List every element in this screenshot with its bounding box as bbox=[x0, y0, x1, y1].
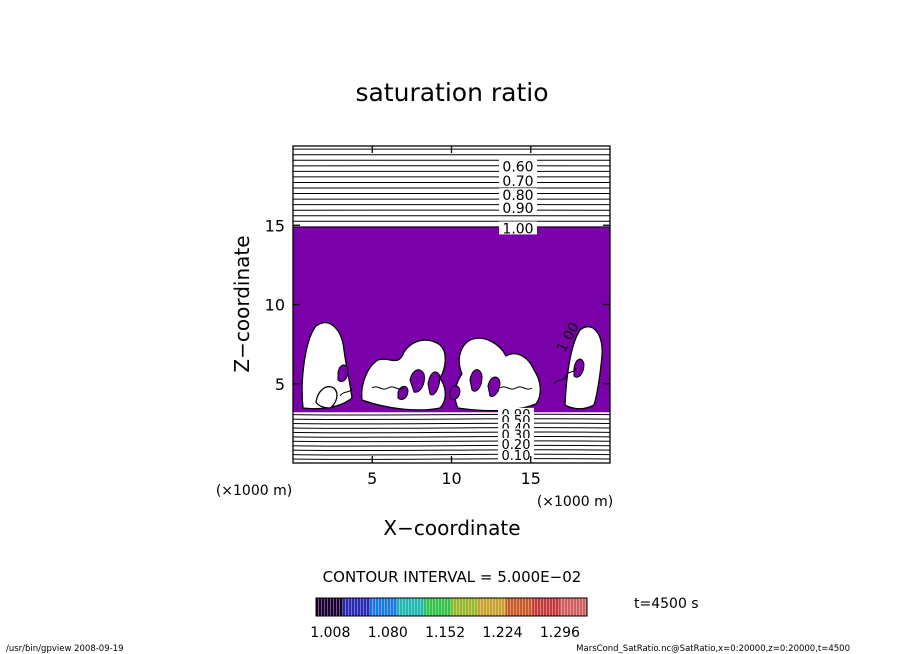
plume-detail bbox=[337, 358, 585, 401]
contour-line bbox=[293, 422, 610, 425]
contour-lines-lower bbox=[293, 413, 610, 460]
contour-line bbox=[293, 165, 610, 167]
colorbar-tick-label: 1.080 bbox=[368, 625, 408, 641]
contour-line bbox=[293, 427, 610, 429]
contour-label-bg bbox=[498, 428, 534, 440]
squiggle-3 bbox=[553, 367, 577, 385]
cell-h bbox=[573, 358, 585, 378]
y-tick-label: 10 bbox=[265, 296, 285, 315]
squiggle-2 bbox=[499, 386, 533, 390]
plume-center-left bbox=[361, 339, 446, 411]
y-tick-label: 15 bbox=[265, 216, 285, 235]
contour-label-bg bbox=[499, 221, 537, 235]
contour-line bbox=[293, 203, 610, 206]
squiggle-1 bbox=[371, 386, 405, 390]
contour-line bbox=[293, 453, 610, 456]
squiggle-4 bbox=[339, 387, 353, 397]
contour-line bbox=[293, 181, 610, 184]
time-label: t=4500 s bbox=[634, 596, 699, 612]
footer-right: MarsCond_SatRatio.nc@SatRatio,x=0:20000,… bbox=[576, 644, 850, 654]
x-tick-label: 5 bbox=[367, 469, 377, 488]
y-unit-label: (×1000 m) bbox=[216, 483, 292, 499]
cell-e bbox=[397, 385, 409, 401]
contour-line bbox=[293, 226, 610, 228]
colorbar-stripes bbox=[316, 598, 587, 616]
contour-line bbox=[293, 214, 610, 217]
contour-label-bg bbox=[498, 414, 534, 426]
colorbar-tick-labels: 1.008 1.080 1.152 1.224 1.296 bbox=[310, 625, 580, 641]
plume-center-right bbox=[454, 337, 541, 412]
contour-line bbox=[293, 220, 610, 223]
cell-c bbox=[469, 369, 483, 392]
contour-label-bg bbox=[499, 159, 537, 173]
y-tick-label: 5 bbox=[275, 375, 285, 394]
contour-line bbox=[293, 435, 610, 438]
contour-line bbox=[293, 170, 610, 173]
contour-line bbox=[293, 458, 610, 460]
colorbar-frame bbox=[315, 597, 588, 617]
plume-small-left bbox=[315, 386, 338, 409]
contour-line bbox=[293, 198, 610, 200]
contour-line bbox=[293, 187, 610, 189]
contour-line bbox=[293, 153, 610, 156]
plume-left bbox=[301, 322, 353, 410]
x-tick-label: 10 bbox=[441, 469, 461, 488]
colorbar-tick-label: 1.296 bbox=[540, 625, 580, 641]
y-ticks: 5 10 15 bbox=[265, 216, 610, 394]
contour-label-bg bbox=[499, 188, 537, 202]
plume-squiggles bbox=[339, 367, 577, 397]
contour-line bbox=[293, 209, 610, 211]
cell-g bbox=[337, 364, 349, 383]
contour-label-bg bbox=[499, 200, 537, 214]
contour-line bbox=[293, 176, 610, 178]
chart-title: saturation ratio bbox=[355, 78, 548, 107]
contour-label: 0.60 bbox=[502, 160, 533, 176]
cell-a bbox=[409, 369, 425, 393]
footer-left: /usr/bin/gpview 2008-09-19 bbox=[6, 644, 124, 654]
x-tick-label: 15 bbox=[521, 469, 541, 488]
x-axis-label: X−coordinate bbox=[383, 516, 520, 540]
contour-line bbox=[293, 148, 610, 150]
plot-area: 0.600.700.800.901.000.900.500.400.300.20… bbox=[293, 146, 610, 464]
contour-label-bg bbox=[498, 449, 534, 461]
contour-lines-upper bbox=[293, 148, 610, 228]
contour-label: 1.00 bbox=[502, 221, 533, 237]
contour-line bbox=[293, 449, 610, 452]
contour-label-bg bbox=[499, 173, 537, 187]
contour-label-bg bbox=[498, 407, 534, 419]
contour-label-bg bbox=[498, 422, 534, 434]
contour-line bbox=[293, 413, 610, 416]
cell-b bbox=[427, 371, 441, 396]
contour-label: 0.80 bbox=[502, 188, 533, 204]
contour-line bbox=[293, 159, 610, 162]
contour-line bbox=[293, 431, 610, 434]
contour-label: 0.10 bbox=[502, 449, 531, 464]
contour-label: 0.70 bbox=[502, 174, 533, 190]
y-axis-label: Z−coordinate bbox=[230, 235, 254, 372]
plumes bbox=[301, 322, 603, 412]
contour-line bbox=[293, 444, 610, 447]
cell-f bbox=[449, 385, 461, 401]
contour-interval-text: CONTOUR INTERVAL = 5.000E−02 bbox=[323, 568, 582, 586]
contour-line bbox=[293, 418, 610, 421]
contour-label-bg bbox=[498, 437, 534, 449]
x-unit-label: (×1000 m) bbox=[537, 494, 613, 510]
x-ticks: 5 10 15 bbox=[367, 146, 541, 488]
colorbar-tick-label: 1.152 bbox=[425, 625, 465, 641]
colorbar-tick-label: 1.008 bbox=[310, 625, 350, 641]
contour-label: 0.90 bbox=[502, 201, 533, 217]
cell-d bbox=[487, 376, 501, 397]
colorbar-tick-label: 1.224 bbox=[482, 625, 522, 641]
contour-line bbox=[293, 192, 610, 195]
contour-line bbox=[293, 440, 610, 443]
colorbar: 1.008 1.080 1.152 1.224 1.296 bbox=[310, 597, 588, 641]
